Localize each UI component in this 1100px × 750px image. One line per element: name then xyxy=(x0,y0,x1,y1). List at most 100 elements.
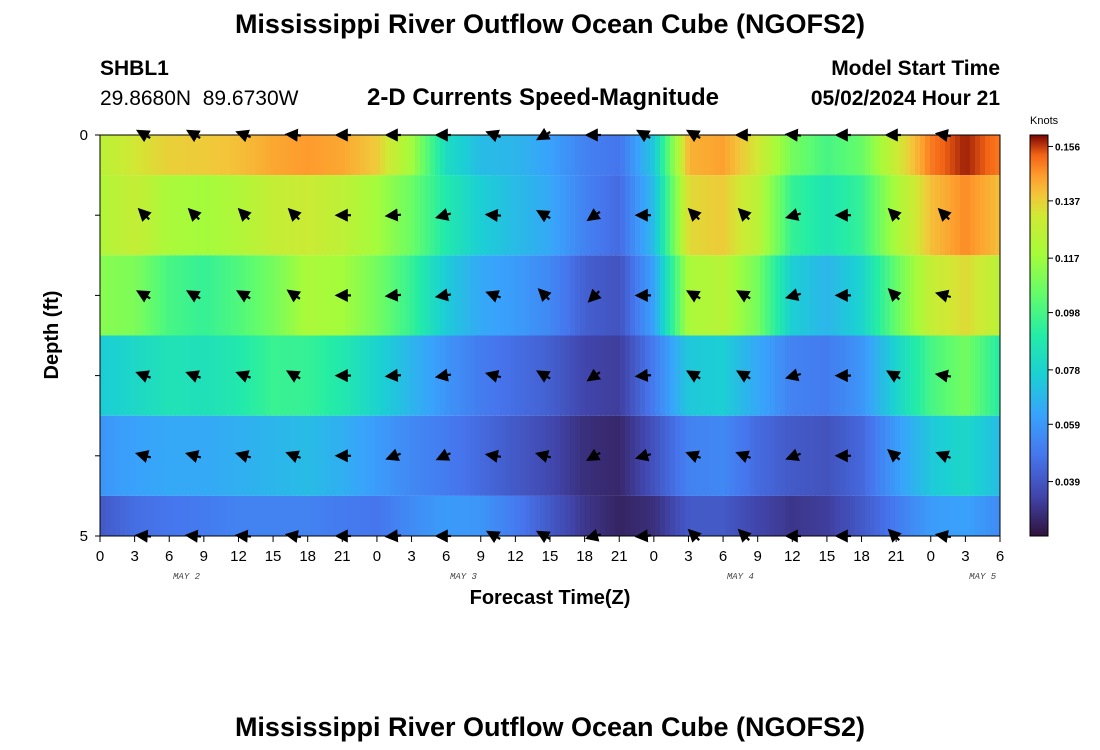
heatmap-cell xyxy=(555,335,561,416)
x-tick-label: 21 xyxy=(334,548,351,565)
footer-title: Mississippi River Outflow Ocean Cube (NG… xyxy=(234,712,866,742)
heatmap-cell xyxy=(630,255,636,336)
heatmap-cell xyxy=(450,175,456,256)
heatmap-cell xyxy=(205,495,211,536)
heatmap-cell xyxy=(580,175,586,256)
heatmap-cell xyxy=(160,255,166,336)
heatmap-cell xyxy=(535,335,541,416)
heatmap-cell xyxy=(705,135,711,176)
heatmap-cell xyxy=(995,175,1000,256)
heatmap-cell xyxy=(460,495,466,536)
heatmap-cell xyxy=(665,255,671,336)
direction-arrow xyxy=(735,290,751,303)
heatmap-cell xyxy=(915,495,921,536)
heatmap-cell xyxy=(870,415,876,496)
heatmap-cell xyxy=(750,335,756,416)
heatmap-cell xyxy=(705,255,711,336)
heatmap-cell xyxy=(730,415,736,496)
heatmap-cell xyxy=(835,495,841,536)
heatmap-cell xyxy=(710,335,716,416)
heatmap-cell xyxy=(860,335,866,416)
heatmap-cell xyxy=(825,415,831,496)
heatmap-cell xyxy=(850,415,856,496)
heatmap-cell xyxy=(245,495,251,536)
heatmap-cell xyxy=(360,255,366,336)
heatmap-cell xyxy=(160,495,166,536)
heatmap-cell xyxy=(300,495,306,536)
heatmap-cell xyxy=(630,135,636,176)
heatmap-cell xyxy=(290,135,296,176)
heatmap-cell xyxy=(215,255,221,336)
heatmap-cell xyxy=(960,175,966,256)
heatmap-cell xyxy=(720,135,726,176)
heatmap-cell xyxy=(460,415,466,496)
heatmap-cell xyxy=(140,495,146,536)
direction-arrow xyxy=(184,450,202,463)
heatmap-cell xyxy=(750,135,756,176)
heatmap-cell xyxy=(990,335,996,416)
heatmap-cell xyxy=(775,255,781,336)
heatmap-cell xyxy=(775,415,781,496)
x-tick-label: 9 xyxy=(754,548,762,565)
heatmap-cell xyxy=(360,175,366,256)
heatmap-cell xyxy=(275,415,281,496)
heatmap-cell xyxy=(510,135,516,176)
heatmap-cell xyxy=(345,495,351,536)
heatmap-cell xyxy=(700,415,706,496)
heatmap-cell xyxy=(460,135,466,176)
heatmap-cell xyxy=(570,495,576,536)
heatmap-cell xyxy=(570,335,576,416)
heatmap-cell xyxy=(445,495,451,536)
heatmap-cell xyxy=(330,175,336,256)
heatmap-cell xyxy=(275,495,281,536)
heatmap-cell xyxy=(500,335,506,416)
direction-arrow xyxy=(737,207,752,222)
heatmap-cell xyxy=(280,255,286,336)
heatmap-cell xyxy=(110,255,116,336)
heatmap-cell xyxy=(855,135,861,176)
heatmap-cell xyxy=(180,135,186,176)
heatmap-cell xyxy=(450,415,456,496)
heatmap-cell xyxy=(135,415,141,496)
heatmap-cell xyxy=(675,335,681,416)
heatmap-cell xyxy=(535,495,541,536)
colorbar-tick-label: 0.098 xyxy=(1055,309,1080,320)
heatmap-cell xyxy=(505,495,511,536)
heatmap-cell xyxy=(960,255,966,336)
heatmap-cell xyxy=(820,175,826,256)
direction-arrow xyxy=(887,449,902,463)
heatmap-cell xyxy=(335,135,341,176)
heatmap-cell xyxy=(675,495,681,536)
heatmap-cell xyxy=(730,175,736,256)
heatmap-cell xyxy=(420,415,426,496)
heatmap-cell xyxy=(755,255,761,336)
heatmap-cell xyxy=(250,175,256,256)
heatmap-cell xyxy=(430,495,436,536)
heatmap-cell xyxy=(455,495,461,536)
heatmap-cell xyxy=(610,175,616,256)
heatmap-cell xyxy=(805,255,811,336)
heatmap-cell xyxy=(745,495,751,536)
heatmap-cell xyxy=(840,495,846,536)
heatmap-cell xyxy=(625,175,631,256)
heatmap-cell xyxy=(465,255,471,336)
heatmap-cell xyxy=(180,415,186,496)
heatmap-cell xyxy=(730,255,736,336)
heatmap-cell xyxy=(630,175,636,256)
heatmap-cell xyxy=(260,255,266,336)
heatmap-cell xyxy=(995,415,1000,496)
heatmap-cell xyxy=(525,175,531,256)
heatmap-cell xyxy=(110,415,116,496)
heatmap-cell xyxy=(655,415,661,496)
direction-arrow xyxy=(484,208,502,223)
heatmap-cell xyxy=(295,495,301,536)
heatmap-cell xyxy=(265,175,271,256)
heatmap-cell xyxy=(135,255,141,336)
heatmap-cell xyxy=(400,255,406,336)
heatmap-cell xyxy=(970,495,976,536)
heatmap-cell xyxy=(420,135,426,176)
heatmap-cell xyxy=(425,415,431,496)
direction-arrow xyxy=(634,448,652,462)
heatmap-cell xyxy=(655,255,661,336)
heatmap-cell xyxy=(725,335,731,416)
